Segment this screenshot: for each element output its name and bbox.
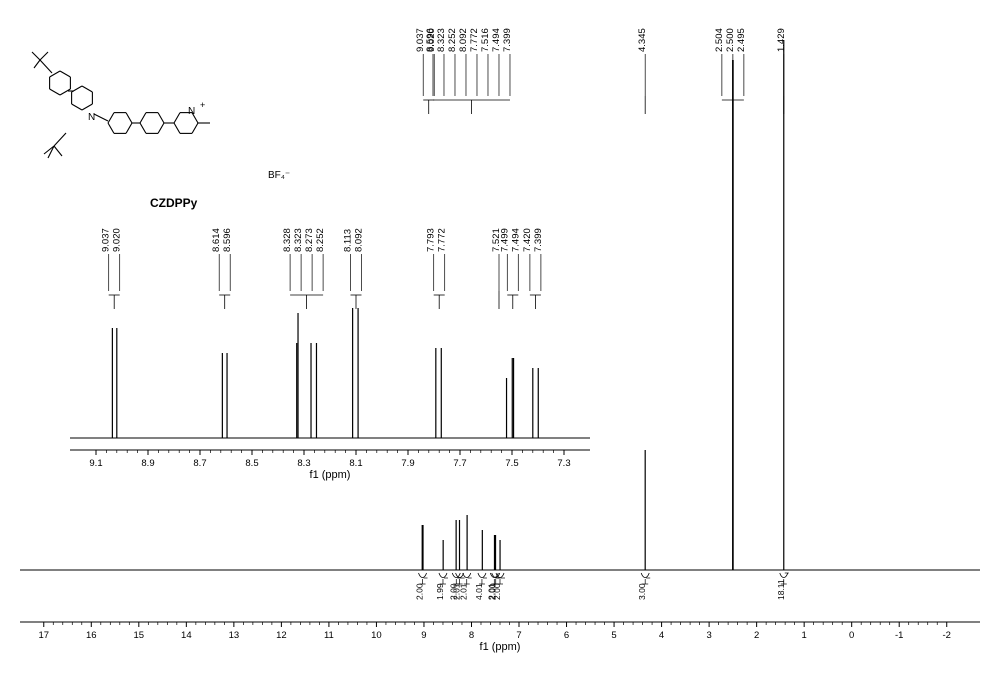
svg-text:13: 13 (229, 630, 240, 641)
svg-text:7.420: 7.420 (522, 228, 533, 252)
svg-text:7.516: 7.516 (480, 28, 491, 52)
svg-text:8.323: 8.323 (436, 28, 447, 52)
svg-text:11: 11 (324, 630, 334, 641)
svg-text:17: 17 (38, 630, 49, 641)
svg-text:2.504: 2.504 (714, 28, 725, 52)
svg-text:6: 6 (564, 630, 569, 641)
svg-text:15: 15 (134, 630, 145, 641)
svg-text:2.495: 2.495 (736, 28, 747, 52)
svg-text:8.252: 8.252 (315, 228, 326, 252)
svg-text:7.9: 7.9 (401, 458, 414, 469)
svg-text:+: + (200, 100, 205, 110)
svg-text:8.092: 8.092 (458, 28, 469, 52)
svg-text:7.499: 7.499 (499, 228, 510, 252)
svg-text:8.328: 8.328 (282, 228, 293, 252)
svg-text:8.7: 8.7 (193, 458, 206, 469)
svg-text:8.323: 8.323 (293, 228, 304, 252)
svg-text:3: 3 (706, 630, 711, 641)
svg-text:9.020: 9.020 (112, 228, 123, 252)
compound-name: CZDPPy (150, 196, 198, 210)
svg-text:8.1: 8.1 (349, 458, 362, 469)
svg-text:2.00: 2.00 (492, 583, 502, 600)
svg-text:12: 12 (276, 630, 287, 641)
svg-text:9.1: 9.1 (89, 458, 102, 469)
svg-text:8.596: 8.596 (425, 28, 436, 52)
svg-text:2.00: 2.00 (415, 583, 425, 600)
svg-text:8.5: 8.5 (245, 458, 258, 469)
svg-text:8.3: 8.3 (297, 458, 310, 469)
x-axis-label: f1 (ppm) (310, 469, 351, 481)
svg-text:8.252: 8.252 (447, 28, 458, 52)
svg-text:16: 16 (86, 630, 97, 641)
svg-text:4.345: 4.345 (637, 28, 648, 52)
svg-text:10: 10 (371, 630, 382, 641)
svg-text:8: 8 (469, 630, 474, 641)
svg-text:9.037: 9.037 (101, 228, 112, 252)
nmr-figure: NN+CZDPPyBF₄⁻17161514131211109876543210-… (0, 0, 1000, 693)
svg-text:7.7: 7.7 (453, 458, 466, 469)
svg-text:4: 4 (659, 630, 664, 641)
svg-text:7.3: 7.3 (557, 458, 570, 469)
svg-text:18.11: 18.11 (776, 579, 786, 600)
svg-text:-1: -1 (895, 630, 903, 641)
svg-text:14: 14 (181, 630, 192, 641)
svg-text:8.092: 8.092 (354, 228, 365, 252)
svg-text:8.9: 8.9 (141, 458, 154, 469)
svg-text:2.500: 2.500 (725, 28, 736, 52)
x-axis-label: f1 (ppm) (480, 641, 521, 653)
svg-text:N: N (88, 112, 95, 123)
svg-text:N: N (188, 106, 195, 117)
svg-text:8.614: 8.614 (211, 228, 222, 252)
svg-text:8.113: 8.113 (343, 229, 354, 252)
svg-text:7.793: 7.793 (426, 228, 437, 252)
svg-text:1: 1 (802, 630, 807, 641)
inset-spectrum: 9.1 8.9 8.7 8.5 8.3 8.1 7.9 7.7 7.5 7.3 f1 (ppm) 9.… (70, 228, 590, 481)
svg-text:4.01: 4.01 (474, 583, 484, 600)
svg-text:7.494: 7.494 (491, 28, 502, 52)
svg-text:-2: -2 (943, 630, 951, 641)
svg-text:0: 0 (849, 630, 854, 641)
svg-text:1.99: 1.99 (435, 583, 445, 600)
svg-text:7.5: 7.5 (505, 458, 518, 469)
svg-text:9: 9 (421, 630, 426, 641)
svg-text:7.399: 7.399 (533, 228, 544, 252)
counter-ion-label: BF₄⁻ (268, 170, 290, 181)
svg-text:2.01: 2.01 (459, 583, 469, 600)
svg-text:2: 2 (754, 630, 759, 641)
svg-text:7.494: 7.494 (510, 228, 521, 252)
svg-text:8.273: 8.273 (304, 228, 315, 252)
svg-text:7.772: 7.772 (437, 228, 448, 252)
svg-text:7.772: 7.772 (469, 28, 480, 52)
svg-text:7: 7 (516, 630, 521, 641)
svg-text:8.596: 8.596 (222, 228, 233, 252)
svg-text:7.399: 7.399 (502, 28, 513, 52)
svg-text:3.00: 3.00 (637, 583, 647, 600)
svg-text:1.429: 1.429 (776, 28, 787, 52)
svg-text:5: 5 (611, 630, 616, 641)
chemical-structure: N N + (32, 52, 210, 158)
